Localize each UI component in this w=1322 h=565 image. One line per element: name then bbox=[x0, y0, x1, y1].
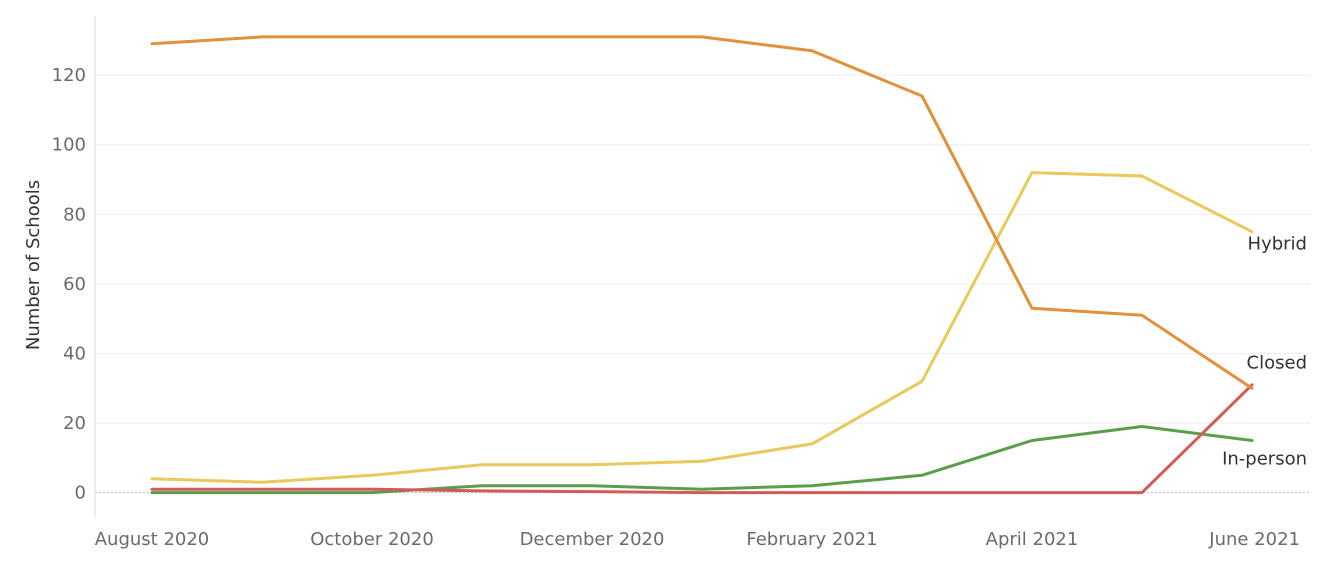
y-axis-label: Number of Schools bbox=[23, 180, 44, 350]
x-tick-label: April 2021 bbox=[986, 529, 1079, 550]
series-line-closed bbox=[150, 35, 1254, 390]
y-axis-ticks: 0 20 40 60 80 100 120 bbox=[52, 65, 86, 504]
series-labels: Hybrid Closed In-person bbox=[1222, 234, 1307, 470]
x-tick-label: August 2020 bbox=[95, 529, 210, 550]
series-line-unlabeled bbox=[150, 383, 1254, 495]
y-tick-label: 0 bbox=[75, 483, 86, 504]
series-label-closed: Closed bbox=[1247, 352, 1307, 373]
y-tick-label: 20 bbox=[63, 413, 86, 434]
x-tick-label: December 2020 bbox=[520, 529, 665, 550]
x-tick-label: February 2021 bbox=[746, 529, 877, 550]
series-lines bbox=[150, 35, 1254, 495]
series-line-in-person bbox=[150, 425, 1254, 495]
series-label-hybrid: Hybrid bbox=[1248, 234, 1307, 255]
y-tick-label: 100 bbox=[52, 135, 86, 156]
y-tick-label: 60 bbox=[63, 274, 86, 295]
gridlines bbox=[95, 74, 1310, 494]
x-tick-label: June 2021 bbox=[1208, 529, 1300, 550]
y-tick-label: 40 bbox=[63, 343, 86, 364]
y-tick-label: 80 bbox=[63, 204, 86, 225]
x-axis-ticks: August 2020 October 2020 December 2020 Febr… bbox=[95, 529, 1300, 550]
series-line-hybrid bbox=[150, 171, 1254, 484]
series-label-in-person: In-person bbox=[1222, 448, 1307, 469]
x-tick-label: October 2020 bbox=[310, 529, 434, 550]
y-tick-label: 120 bbox=[52, 65, 86, 86]
